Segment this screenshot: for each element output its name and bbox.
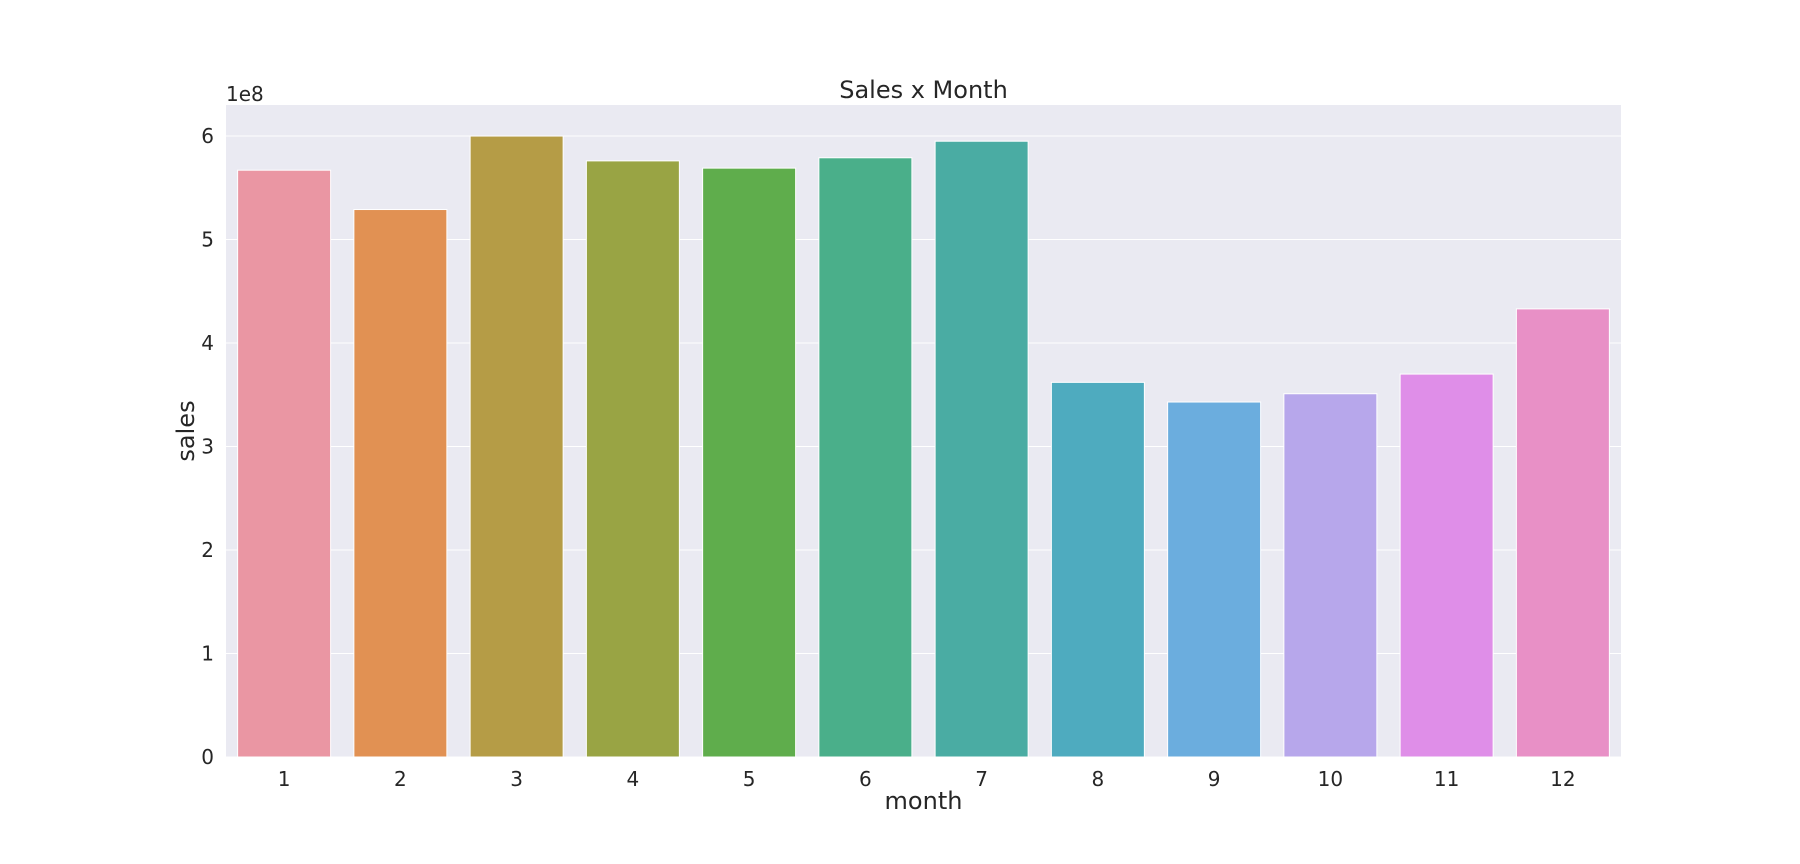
bar-month-4 <box>585 160 680 758</box>
y-tick-label: 4 <box>201 331 214 355</box>
y-tick-label: 3 <box>201 435 214 459</box>
y-axis-label: sales <box>172 400 200 461</box>
x-tick-label: 5 <box>743 767 756 791</box>
x-tick-label: 6 <box>859 767 872 791</box>
x-tick-labels: 1 2 3 4 5 6 7 8 9 10 11 12 <box>278 767 1576 791</box>
y-tick-label: 5 <box>201 228 214 252</box>
x-tick-label: 3 <box>510 767 523 791</box>
bars <box>237 135 1610 758</box>
bar-month-6 <box>818 157 913 758</box>
bar-month-1 <box>237 169 332 758</box>
x-tick-label: 1 <box>278 767 291 791</box>
bar-month-2 <box>353 209 448 758</box>
x-tick-label: 11 <box>1434 767 1459 791</box>
y-tick-label: 2 <box>201 538 214 562</box>
x-tick-label: 12 <box>1550 767 1575 791</box>
y-tick-label: 1 <box>201 642 214 666</box>
y-tick-label: 0 <box>201 745 214 769</box>
bar-month-8 <box>1050 381 1145 758</box>
bar-month-3 <box>469 135 564 758</box>
x-tick-label: 2 <box>394 767 407 791</box>
grid-lines <box>226 135 1621 758</box>
x-tick-label: 10 <box>1318 767 1343 791</box>
y-tick-label: 6 <box>201 124 214 148</box>
bar-month-5 <box>702 167 797 758</box>
x-tick-label: 7 <box>975 767 988 791</box>
plot-background <box>226 105 1621 757</box>
bar-month-9 <box>1167 401 1262 758</box>
bar-month-12 <box>1515 308 1610 758</box>
x-tick-label: 4 <box>627 767 640 791</box>
x-axis-label: month <box>885 787 963 815</box>
x-tick-label: 9 <box>1208 767 1221 791</box>
y-tick-labels: 0 1 2 3 4 5 6 <box>201 124 214 769</box>
bar-month-10 <box>1283 393 1378 758</box>
bar-month-7 <box>934 140 1029 758</box>
x-tick-label: 8 <box>1092 767 1105 791</box>
bar-month-11 <box>1399 373 1494 758</box>
y-offset-label: 1e8 <box>226 82 264 106</box>
chart-title: Sales x Month <box>839 76 1008 104</box>
